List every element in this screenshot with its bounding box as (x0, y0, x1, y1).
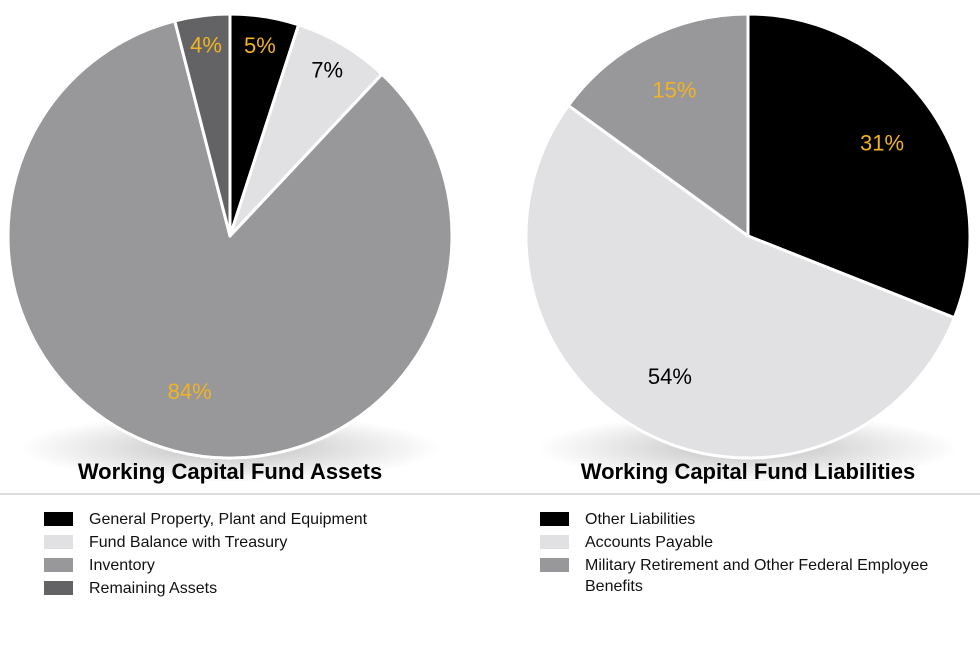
legend-label: Inventory (89, 557, 155, 574)
legend-label: Accounts Payable (585, 534, 714, 551)
legend-item: Remaining Assets (44, 578, 434, 599)
pie-slice (746, 12, 972, 320)
legend-swatch (44, 581, 73, 595)
slice-label: 84% (168, 379, 212, 404)
slice-label: 54% (648, 364, 692, 389)
pie-slice (6, 19, 454, 460)
legend-label: Other Liabilities (585, 511, 696, 528)
legend-item: General Property, Plant and Equipment (44, 509, 434, 532)
legend-item: Inventory (44, 555, 434, 578)
legend-swatch (540, 558, 569, 572)
legend-item: Fund Balance with Treasury (44, 532, 434, 555)
pie-slice (524, 104, 956, 460)
legend-swatch (540, 535, 569, 549)
legend-swatch (44, 558, 73, 572)
legend-swatch (44, 535, 73, 549)
legend-swatch (44, 512, 73, 526)
legend-label: Military Retirement and Other Federal Em… (585, 557, 929, 595)
legend-label: General Property, Plant and Equipment (89, 511, 368, 528)
pie-slice (566, 12, 750, 238)
legend-label: Fund Balance with Treasury (89, 534, 288, 551)
slice-label: 31% (860, 131, 904, 156)
slice-label: 5% (244, 33, 276, 58)
chart-title: Working Capital Fund Assets (78, 459, 382, 484)
legend-item: Other Liabilities (540, 509, 930, 532)
slice-label: 15% (652, 77, 696, 102)
slice-label: 7% (311, 57, 343, 82)
slice-label: 4% (190, 32, 222, 57)
pie-slice (173, 12, 232, 238)
legend-label: Remaining Assets (89, 580, 218, 597)
legend-swatch (540, 512, 569, 526)
legend: Other Liabilities Accounts Payable Militar… (540, 509, 930, 597)
legend-item: Military Retirement and Other Federal Em… (540, 555, 930, 597)
chart-title: Working Capital Fund Liabilities (581, 459, 916, 484)
legend-item: Accounts Payable (540, 532, 930, 555)
legend: General Property, Plant and Equipment Fun… (44, 509, 434, 599)
